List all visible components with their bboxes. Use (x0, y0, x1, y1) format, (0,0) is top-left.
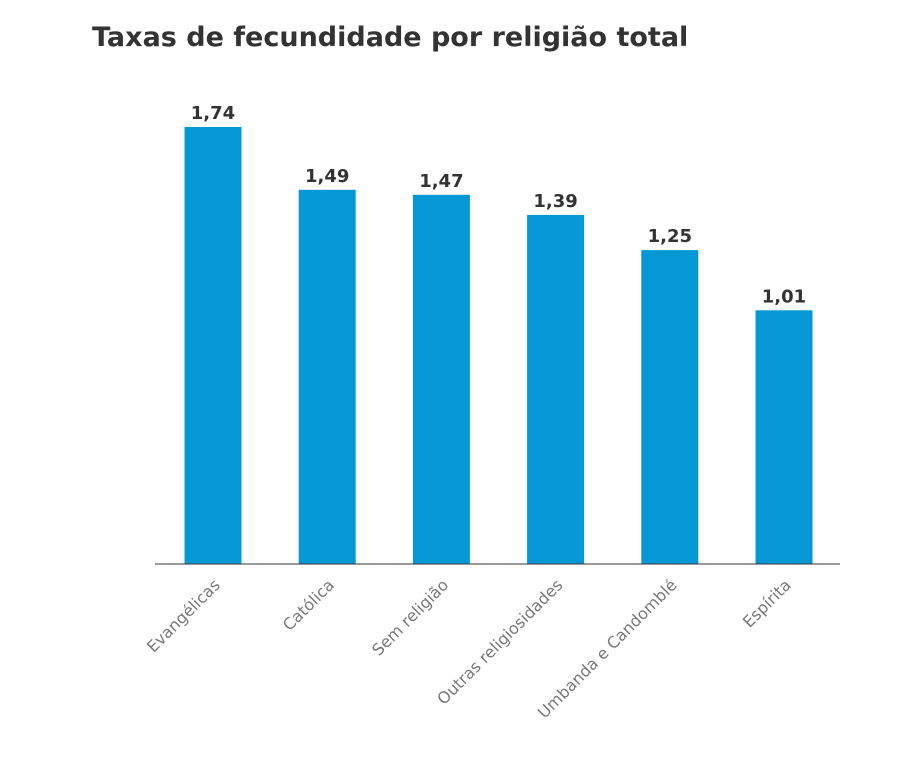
value-label-4: 1,25 (648, 226, 692, 247)
bars-group (184, 127, 813, 565)
value-label-0: 1,74 (191, 103, 235, 124)
bar-1 (298, 189, 356, 565)
bar-2 (412, 194, 470, 565)
value-label-2: 1,47 (419, 171, 463, 192)
bar-0 (184, 127, 242, 564)
value-label-1: 1,49 (305, 166, 349, 187)
bar-5 (755, 310, 813, 564)
category-label-1: Católica (279, 575, 338, 634)
value-labels-group: 1,74 1,49 1,47 1,39 1,25 1,01 (191, 103, 806, 307)
bar-3 (527, 214, 585, 564)
category-label-0: Evangélicas (143, 575, 224, 656)
chart-title: Taxas de fecundidade por religião total (92, 22, 689, 53)
bar-4 (641, 250, 699, 564)
value-label-3: 1,39 (533, 191, 577, 212)
category-label-5: Espírita (739, 575, 795, 631)
category-label-2: Sem religião (368, 575, 452, 659)
value-label-5: 1,01 (762, 286, 806, 307)
category-label-3: Outras religiosidades (433, 575, 566, 708)
